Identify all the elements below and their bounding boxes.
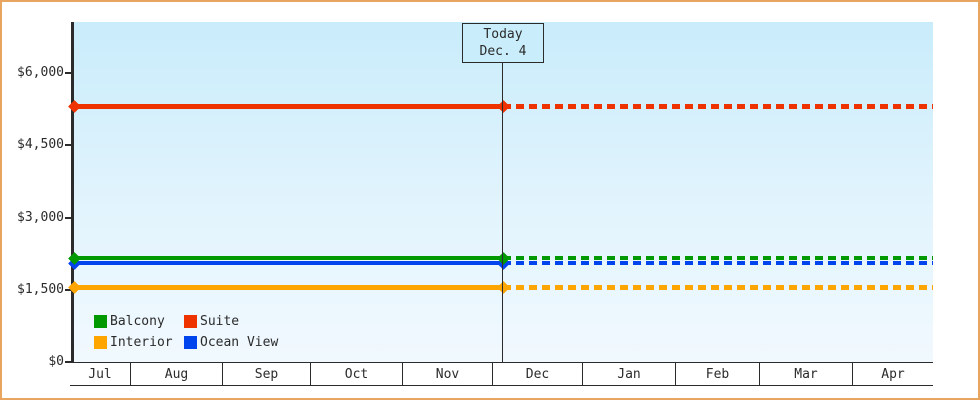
y-tick-label: $3,000 (17, 209, 64, 225)
plot-area (74, 22, 933, 362)
y-tick-label: $0 (48, 354, 64, 369)
month-cell-nov: Nov (402, 363, 492, 385)
legend-swatch (94, 336, 107, 349)
series-line-solid-interior (74, 284, 503, 290)
month-cell-oct: Oct (310, 363, 402, 385)
legend-label: Ocean View (200, 335, 279, 350)
legend-item-suite: Suite (184, 312, 278, 331)
month-cell-dec: Dec (492, 363, 582, 385)
legend: Balcony Suite Interior Ocean View (94, 312, 278, 352)
y-axis (71, 22, 74, 363)
month-cell-aug: Aug (130, 363, 222, 385)
series-line-dashed-ocean-view (503, 261, 933, 266)
legend-swatch (184, 315, 197, 328)
today-line (502, 62, 503, 362)
month-cell-jan: Jan (582, 363, 675, 385)
y-tick-label: $6,000 (17, 65, 64, 80)
y-tick-mark (65, 288, 71, 291)
legend-item-interior: Interior (94, 333, 184, 352)
month-cell-sep: Sep (222, 363, 310, 385)
series-line-dashed-balcony (503, 256, 933, 261)
legend-label: Balcony (110, 314, 165, 329)
y-tick-mark (65, 72, 71, 74)
today-box: Today Dec. 4 (462, 23, 544, 63)
month-cell-feb: Feb (675, 363, 759, 385)
legend-item-balcony: Balcony (94, 312, 184, 331)
month-cell-apr: Apr (852, 363, 933, 385)
legend-item-ocean-view: Ocean View (184, 333, 278, 352)
legend-label: Interior (110, 335, 173, 350)
series-line-solid-suite (74, 104, 503, 110)
today-box-label: Today (483, 27, 523, 42)
y-tick-label: $1,500 (17, 281, 64, 297)
y-tick-mark (65, 361, 71, 363)
y-tick-mark (65, 144, 71, 147)
series-line-solid-balcony (74, 256, 503, 261)
month-cell-jul: Jul (88, 366, 112, 382)
month-cell-mar: Mar (759, 363, 852, 385)
legend-swatch (94, 315, 107, 328)
y-tick-mark (65, 216, 71, 219)
y-tick-label: $4,500 (17, 137, 64, 153)
series-line-dashed-suite (503, 104, 933, 110)
legend-swatch (184, 336, 197, 349)
month-axis: Jul Aug Sep Oct Nov Dec Jan Feb Mar Apr (70, 362, 933, 386)
series-line-solid-ocean-view (74, 261, 503, 266)
series-line-dashed-interior (503, 284, 933, 290)
today-box-date: Dec. 4 (479, 44, 527, 59)
legend-label: Suite (200, 314, 240, 329)
